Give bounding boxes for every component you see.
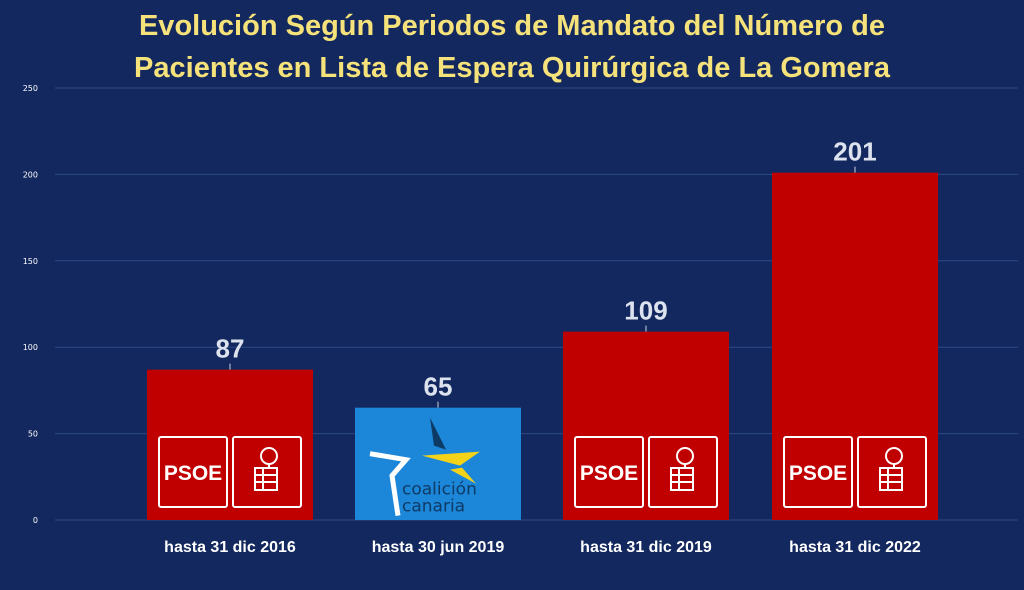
- chart-title-line-1: Evolución Según Periodos de Mandato del …: [138, 10, 886, 42]
- chart-title-line-2: Pacientes en Lista de Espera Quirúrgica …: [134, 52, 890, 84]
- x-tick-label: hasta 31 dic 2016: [164, 539, 296, 556]
- psoe-logo-text-box: [574, 436, 644, 508]
- bar: [563, 331, 729, 520]
- bar-group: PSOE 87 hasta 31 dic 2016: [147, 334, 313, 556]
- bar-group: PSOE 109 hasta 31 dic 2019: [563, 296, 729, 556]
- bar: [147, 369, 313, 520]
- data-label: 201: [833, 137, 876, 167]
- y-tick-label: 100: [23, 343, 38, 352]
- cc-star-yellow-icon: [422, 451, 480, 466]
- psoe-logo-text-box: [158, 436, 228, 508]
- data-label: 87: [216, 334, 245, 364]
- cc-star-upper-icon: [430, 417, 446, 450]
- y-tick-label: 200: [23, 170, 38, 179]
- psoe-logo-text: PSOE: [789, 462, 847, 485]
- y-tick-label: 150: [23, 257, 38, 266]
- x-tick-label: hasta 31 dic 2022: [789, 539, 921, 556]
- y-tick-label: 0: [33, 516, 38, 525]
- cc-star-white-icon: [369, 451, 411, 517]
- x-tick-label: hasta 30 jun 2019: [372, 539, 505, 556]
- cc-logo-text-1: coalición: [402, 480, 477, 500]
- bar: [772, 172, 938, 520]
- y-tick-label: 250: [23, 84, 38, 93]
- psoe-fist-box: [232, 436, 302, 508]
- y-tick-label: 50: [28, 430, 38, 439]
- fist-icon: [670, 467, 694, 491]
- cc-star-yellow-tip-icon: [450, 467, 476, 484]
- x-tick-label: hasta 31 dic 2019: [580, 539, 712, 556]
- fist-icon: [254, 467, 278, 491]
- data-label: 65: [424, 372, 453, 402]
- data-label: 109: [624, 296, 667, 326]
- psoe-logo-text: PSOE: [164, 462, 222, 485]
- bar-group: PSOE 201 hasta 31 dic 2022: [772, 137, 938, 556]
- cc-logo-text-2: canaria: [402, 497, 465, 517]
- psoe-fist-box: [857, 436, 927, 508]
- psoe-logo-text: PSOE: [580, 462, 638, 485]
- bar: [355, 407, 521, 520]
- psoe-logo-text-box: [783, 436, 853, 508]
- fist-icon: [879, 467, 903, 491]
- psoe-fist-box: [648, 436, 718, 508]
